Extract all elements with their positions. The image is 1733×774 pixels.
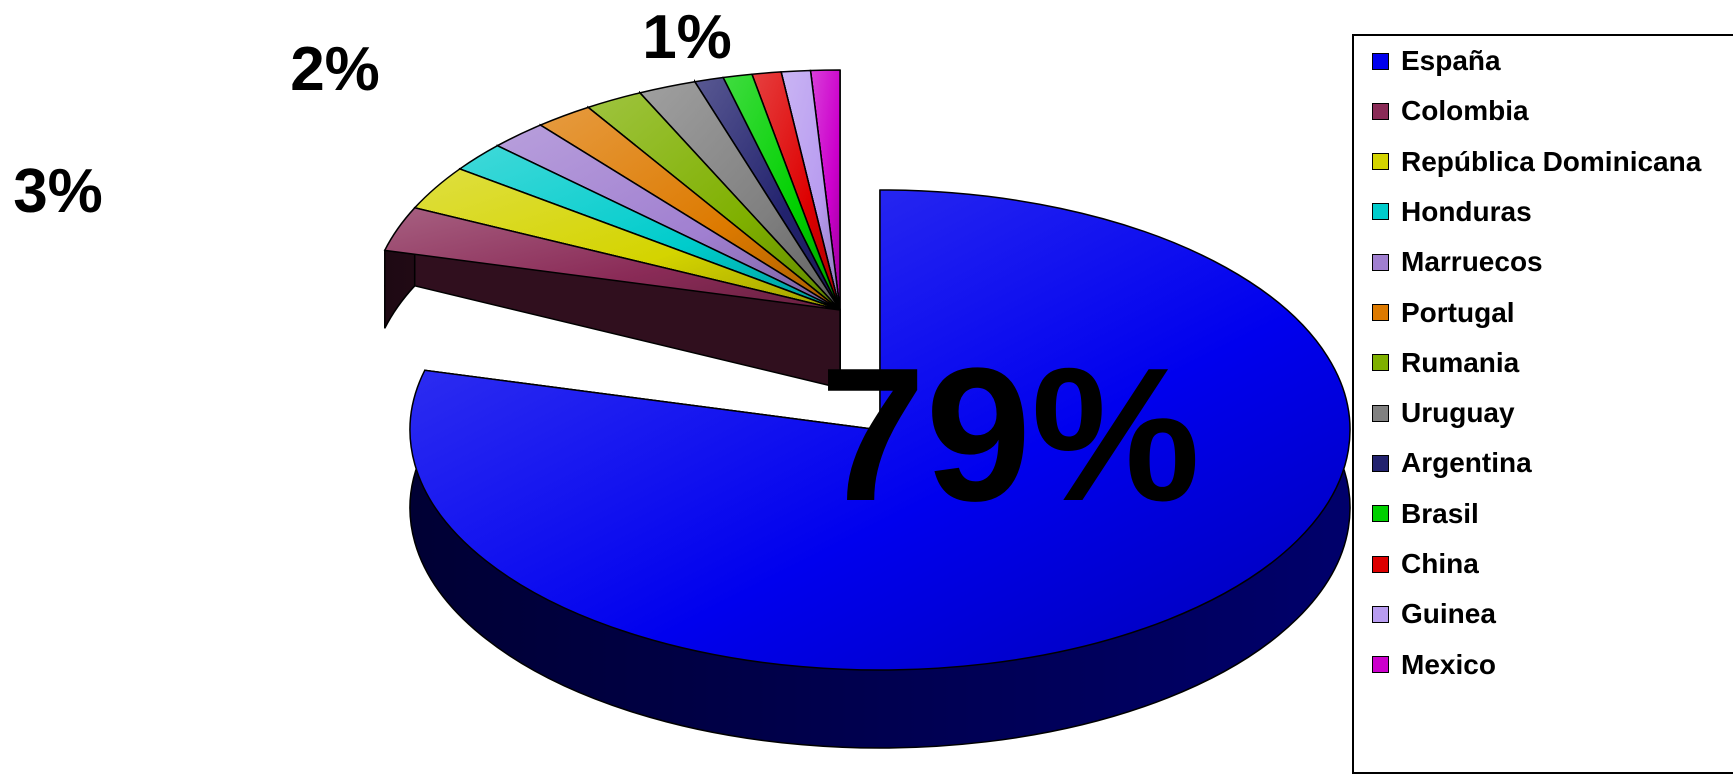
legend: España Colombia República Dominicana Hondur… [1352,34,1733,774]
legend-label: Argentina [1401,447,1532,479]
legend-swatch [1372,52,1389,70]
legend-label: Rumania [1401,346,1520,378]
legend-label: Marruecos [1401,246,1543,278]
pie-slice-1 [383,206,841,389]
data-label-3: 1% [642,3,732,72]
legend-label: China [1401,548,1479,579]
data-label-2: 2% [290,35,380,104]
legend-item: Honduras [1372,195,1532,227]
legend-label: Mexico [1401,648,1496,680]
pie-chart: 79% 3% 2% 1% [13,3,1351,749]
pie-slice-0 [409,189,1351,749]
legend-item: Guinea [1372,598,1496,630]
legend-swatch [1372,304,1389,321]
legend-item: República Dominicana [1372,145,1702,177]
legend-item: Marruecos [1372,246,1543,278]
legend-item: Colombia [1372,95,1529,127]
legend-swatch [1372,555,1389,573]
legend-label: Guinea [1401,598,1496,630]
legend-swatch [1372,454,1389,472]
legend-swatch [1372,505,1389,523]
legend-item: Brasil [1372,497,1479,529]
legend-swatch [1372,153,1389,171]
legend-swatch [1372,354,1389,372]
legend-swatch [1372,605,1389,623]
legend-label: Portugal [1401,296,1515,328]
legend-swatch [1372,656,1389,674]
data-label-0: 79% [820,329,1200,541]
legend-label: Brasil [1401,497,1479,529]
legend-item: Argentina [1372,447,1532,479]
legend-label: República Dominicana [1401,145,1702,177]
legend-label: Honduras [1401,195,1532,227]
legend-swatch [1372,253,1389,271]
legend-label: España [1401,45,1501,76]
legend-swatch [1372,203,1389,221]
legend-item: Mexico [1372,648,1496,680]
legend-item: China [1372,548,1479,579]
data-label-1: 3% [13,157,103,226]
legend-label: Colombia [1401,95,1529,127]
legend-item: Portugal [1372,296,1515,328]
legend-swatch [1372,102,1389,120]
legend-label: Uruguay [1401,397,1515,429]
legend-item: Uruguay [1372,397,1515,429]
legend-item: España [1372,45,1501,76]
legend-item: Rumania [1372,346,1520,378]
legend-swatch [1372,404,1389,422]
